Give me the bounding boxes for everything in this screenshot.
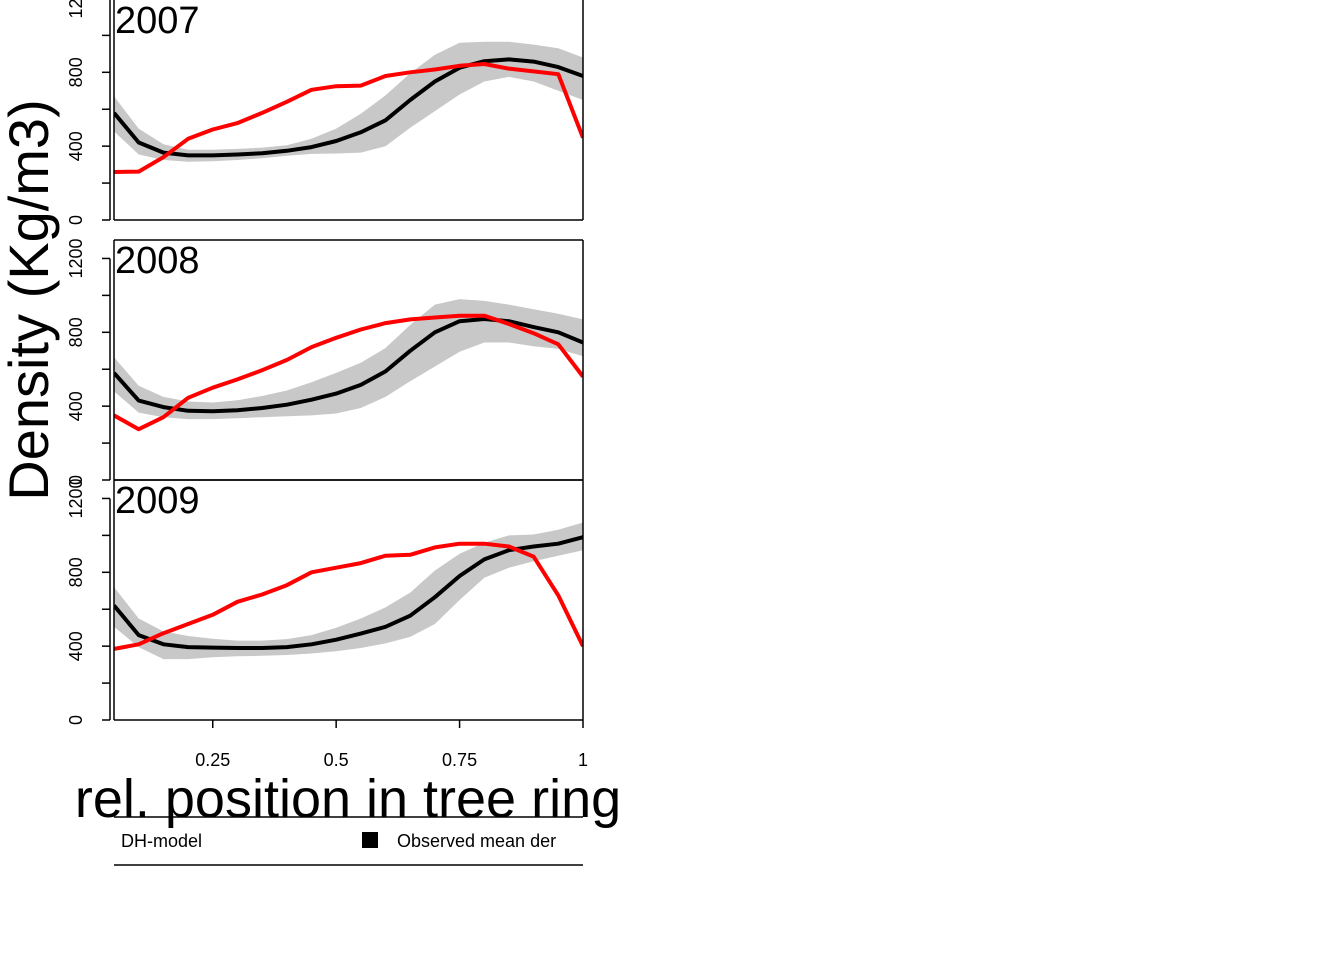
- panel-year-label: 2007: [115, 0, 200, 42]
- y-tick-label: 400: [66, 631, 86, 661]
- legend: DH-model Observed mean der: [114, 816, 583, 866]
- panel-plot-area: [114, 41, 583, 174]
- panel-2009: 2009 0 400 800 1200: [66, 478, 584, 725]
- legend-label-model: DH-model: [121, 831, 202, 851]
- y-tick-label: 800: [66, 557, 86, 587]
- series-line-model: [114, 313, 583, 432]
- y-tick-label: 1200: [66, 238, 86, 278]
- confidence-band: [114, 41, 583, 162]
- y-tick-label: 800: [66, 57, 86, 87]
- y-tick-label: 0: [66, 215, 86, 225]
- x-tick-label: 0.75: [442, 750, 477, 770]
- x-tick-label: 0.25: [195, 750, 230, 770]
- x-axis-title: rel. position in tree ring: [75, 769, 621, 829]
- y-tick-label: 0: [66, 715, 86, 725]
- panel-2008: 2008 0 400 800 1200: [66, 238, 584, 485]
- panel-2007: 2007 0 400 800 1200: [66, 0, 584, 225]
- y-tick-label: 400: [66, 131, 86, 161]
- y-tick-label: 1200: [66, 0, 86, 19]
- axes-layer: 0.25 0.5 0.75 1: [195, 720, 588, 770]
- panels-layer: 2007 0 400 800 1200 2008 0 400 800 1200 2009 0 400 80…: [66, 0, 584, 725]
- series-line-observed: [114, 535, 583, 650]
- y-tick-label: 800: [66, 317, 86, 347]
- x-tick-label: 1: [578, 750, 588, 770]
- legend-label-observed: Observed mean der: [397, 831, 556, 851]
- confidence-band: [114, 299, 583, 420]
- panel-year-label: 2009: [115, 480, 200, 522]
- series-line-model: [114, 62, 583, 174]
- panel-plot-area: [114, 522, 583, 660]
- y-tick-label: 0: [66, 475, 86, 485]
- y-tick-label: 400: [66, 391, 86, 421]
- y-tick-label: 1200: [66, 478, 86, 518]
- confidence-band: [114, 522, 583, 660]
- panel-plot-area: [114, 299, 583, 432]
- series-line-model: [114, 541, 583, 651]
- y-axis-title: Density (Kg/m3): [0, 99, 60, 500]
- legend-swatch-observed: [362, 832, 378, 848]
- series-line-observed: [114, 57, 583, 158]
- panel-year-label: 2008: [115, 240, 200, 282]
- x-tick-label: 0.5: [324, 750, 349, 770]
